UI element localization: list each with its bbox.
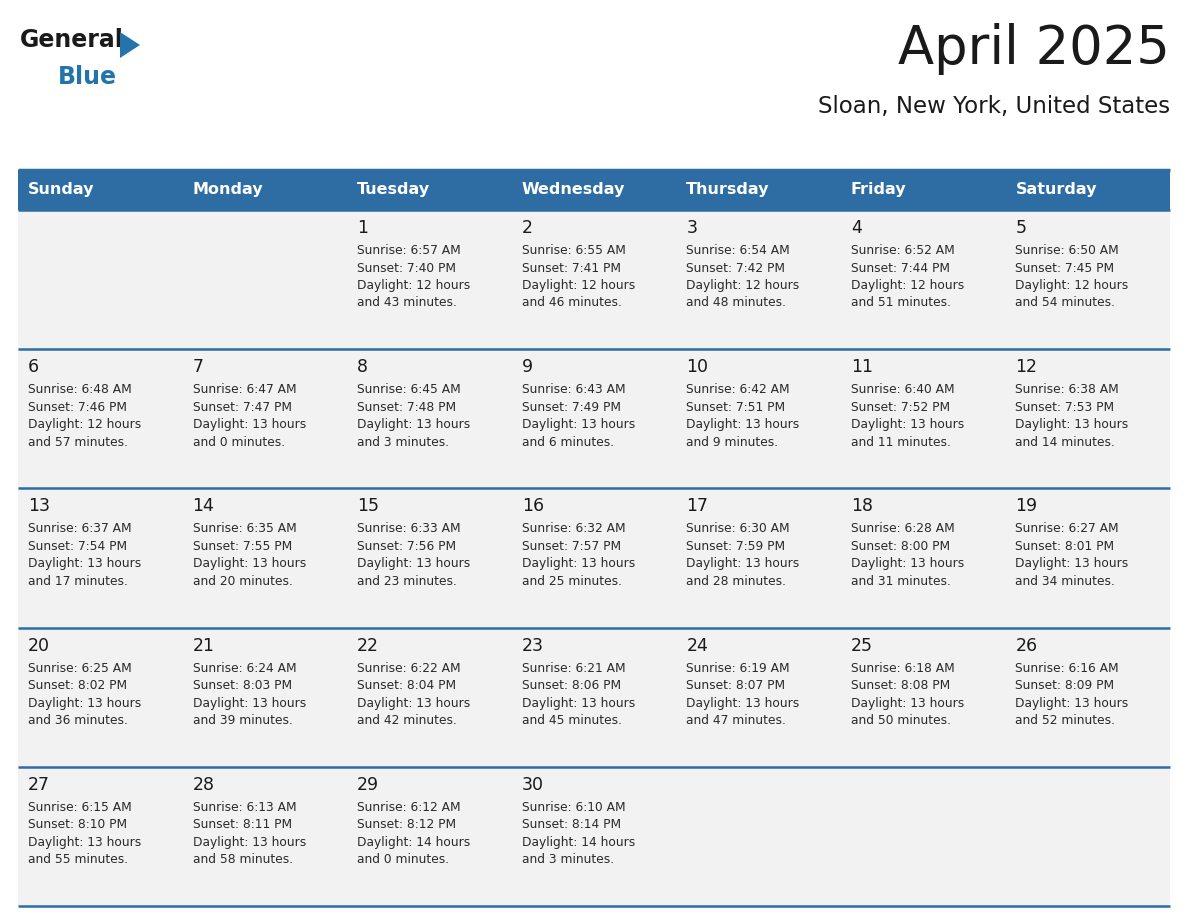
Text: Sunrise: 6:27 AM
Sunset: 8:01 PM
Daylight: 13 hours
and 34 minutes.: Sunrise: 6:27 AM Sunset: 8:01 PM Dayligh… — [1016, 522, 1129, 588]
Text: 20: 20 — [29, 636, 50, 655]
Text: 22: 22 — [358, 636, 379, 655]
Text: 16: 16 — [522, 498, 544, 515]
Text: 10: 10 — [687, 358, 708, 376]
Bar — [18, 628, 1170, 767]
Text: 7: 7 — [192, 358, 203, 376]
Text: 18: 18 — [851, 498, 873, 515]
Text: 27: 27 — [29, 776, 50, 794]
Text: April 2025: April 2025 — [898, 23, 1170, 75]
Text: 3: 3 — [687, 219, 697, 237]
Text: 9: 9 — [522, 358, 533, 376]
Text: 13: 13 — [29, 498, 50, 515]
Text: 28: 28 — [192, 776, 215, 794]
Text: Sunrise: 6:15 AM
Sunset: 8:10 PM
Daylight: 13 hours
and 55 minutes.: Sunrise: 6:15 AM Sunset: 8:10 PM Dayligh… — [29, 800, 141, 867]
Text: Sunrise: 6:57 AM
Sunset: 7:40 PM
Daylight: 12 hours
and 43 minutes.: Sunrise: 6:57 AM Sunset: 7:40 PM Dayligh… — [358, 244, 470, 309]
Text: Sunrise: 6:52 AM
Sunset: 7:44 PM
Daylight: 12 hours
and 51 minutes.: Sunrise: 6:52 AM Sunset: 7:44 PM Dayligh… — [851, 244, 965, 309]
Text: Sunrise: 6:38 AM
Sunset: 7:53 PM
Daylight: 13 hours
and 14 minutes.: Sunrise: 6:38 AM Sunset: 7:53 PM Dayligh… — [1016, 383, 1129, 449]
Bar — [18, 349, 1170, 488]
Text: Sloan, New York, United States: Sloan, New York, United States — [817, 95, 1170, 118]
Text: Thursday: Thursday — [687, 182, 770, 196]
Bar — [18, 488, 1170, 628]
Text: Sunrise: 6:47 AM
Sunset: 7:47 PM
Daylight: 13 hours
and 0 minutes.: Sunrise: 6:47 AM Sunset: 7:47 PM Dayligh… — [192, 383, 305, 449]
Text: 2: 2 — [522, 219, 532, 237]
Text: Sunrise: 6:13 AM
Sunset: 8:11 PM
Daylight: 13 hours
and 58 minutes.: Sunrise: 6:13 AM Sunset: 8:11 PM Dayligh… — [192, 800, 305, 867]
Text: 14: 14 — [192, 498, 215, 515]
Text: Sunrise: 6:50 AM
Sunset: 7:45 PM
Daylight: 12 hours
and 54 minutes.: Sunrise: 6:50 AM Sunset: 7:45 PM Dayligh… — [1016, 244, 1129, 309]
Text: Sunrise: 6:25 AM
Sunset: 8:02 PM
Daylight: 13 hours
and 36 minutes.: Sunrise: 6:25 AM Sunset: 8:02 PM Dayligh… — [29, 662, 141, 727]
Text: Sunrise: 6:43 AM
Sunset: 7:49 PM
Daylight: 13 hours
and 6 minutes.: Sunrise: 6:43 AM Sunset: 7:49 PM Dayligh… — [522, 383, 634, 449]
Text: Sunrise: 6:54 AM
Sunset: 7:42 PM
Daylight: 12 hours
and 48 minutes.: Sunrise: 6:54 AM Sunset: 7:42 PM Dayligh… — [687, 244, 800, 309]
Text: Sunrise: 6:24 AM
Sunset: 8:03 PM
Daylight: 13 hours
and 39 minutes.: Sunrise: 6:24 AM Sunset: 8:03 PM Dayligh… — [192, 662, 305, 727]
Text: Sunrise: 6:30 AM
Sunset: 7:59 PM
Daylight: 13 hours
and 28 minutes.: Sunrise: 6:30 AM Sunset: 7:59 PM Dayligh… — [687, 522, 800, 588]
Text: Friday: Friday — [851, 182, 906, 196]
Text: 6: 6 — [29, 358, 39, 376]
Bar — [18, 170, 1170, 210]
Text: Blue: Blue — [58, 65, 116, 89]
Text: Sunrise: 6:28 AM
Sunset: 8:00 PM
Daylight: 13 hours
and 31 minutes.: Sunrise: 6:28 AM Sunset: 8:00 PM Dayligh… — [851, 522, 965, 588]
Text: 15: 15 — [358, 498, 379, 515]
Text: Sunrise: 6:32 AM
Sunset: 7:57 PM
Daylight: 13 hours
and 25 minutes.: Sunrise: 6:32 AM Sunset: 7:57 PM Dayligh… — [522, 522, 634, 588]
Text: Sunrise: 6:40 AM
Sunset: 7:52 PM
Daylight: 13 hours
and 11 minutes.: Sunrise: 6:40 AM Sunset: 7:52 PM Dayligh… — [851, 383, 965, 449]
Text: Sunrise: 6:37 AM
Sunset: 7:54 PM
Daylight: 13 hours
and 17 minutes.: Sunrise: 6:37 AM Sunset: 7:54 PM Dayligh… — [29, 522, 141, 588]
Polygon shape — [120, 32, 140, 58]
Text: Sunrise: 6:21 AM
Sunset: 8:06 PM
Daylight: 13 hours
and 45 minutes.: Sunrise: 6:21 AM Sunset: 8:06 PM Dayligh… — [522, 662, 634, 727]
Text: Sunrise: 6:55 AM
Sunset: 7:41 PM
Daylight: 12 hours
and 46 minutes.: Sunrise: 6:55 AM Sunset: 7:41 PM Dayligh… — [522, 244, 634, 309]
Text: Sunrise: 6:33 AM
Sunset: 7:56 PM
Daylight: 13 hours
and 23 minutes.: Sunrise: 6:33 AM Sunset: 7:56 PM Dayligh… — [358, 522, 470, 588]
Text: 12: 12 — [1016, 358, 1037, 376]
Text: Sunrise: 6:22 AM
Sunset: 8:04 PM
Daylight: 13 hours
and 42 minutes.: Sunrise: 6:22 AM Sunset: 8:04 PM Dayligh… — [358, 662, 470, 727]
Text: Sunrise: 6:18 AM
Sunset: 8:08 PM
Daylight: 13 hours
and 50 minutes.: Sunrise: 6:18 AM Sunset: 8:08 PM Dayligh… — [851, 662, 965, 727]
Text: General: General — [20, 28, 124, 52]
Text: Wednesday: Wednesday — [522, 182, 625, 196]
Text: 25: 25 — [851, 636, 873, 655]
Text: 11: 11 — [851, 358, 873, 376]
Bar — [18, 210, 1170, 349]
Text: Sunrise: 6:10 AM
Sunset: 8:14 PM
Daylight: 14 hours
and 3 minutes.: Sunrise: 6:10 AM Sunset: 8:14 PM Dayligh… — [522, 800, 634, 867]
Text: Sunrise: 6:19 AM
Sunset: 8:07 PM
Daylight: 13 hours
and 47 minutes.: Sunrise: 6:19 AM Sunset: 8:07 PM Dayligh… — [687, 662, 800, 727]
Text: Sunrise: 6:48 AM
Sunset: 7:46 PM
Daylight: 12 hours
and 57 minutes.: Sunrise: 6:48 AM Sunset: 7:46 PM Dayligh… — [29, 383, 141, 449]
Text: Sunrise: 6:12 AM
Sunset: 8:12 PM
Daylight: 14 hours
and 0 minutes.: Sunrise: 6:12 AM Sunset: 8:12 PM Dayligh… — [358, 800, 470, 867]
Text: Tuesday: Tuesday — [358, 182, 430, 196]
Text: 17: 17 — [687, 498, 708, 515]
Text: 21: 21 — [192, 636, 215, 655]
Text: Sunrise: 6:42 AM
Sunset: 7:51 PM
Daylight: 13 hours
and 9 minutes.: Sunrise: 6:42 AM Sunset: 7:51 PM Dayligh… — [687, 383, 800, 449]
Text: 24: 24 — [687, 636, 708, 655]
Text: 8: 8 — [358, 358, 368, 376]
Text: Sunrise: 6:45 AM
Sunset: 7:48 PM
Daylight: 13 hours
and 3 minutes.: Sunrise: 6:45 AM Sunset: 7:48 PM Dayligh… — [358, 383, 470, 449]
Bar — [18, 767, 1170, 906]
Text: Monday: Monday — [192, 182, 264, 196]
Text: 30: 30 — [522, 776, 544, 794]
Text: 1: 1 — [358, 219, 368, 237]
Text: 26: 26 — [1016, 636, 1037, 655]
Text: 19: 19 — [1016, 498, 1037, 515]
Text: Sunrise: 6:16 AM
Sunset: 8:09 PM
Daylight: 13 hours
and 52 minutes.: Sunrise: 6:16 AM Sunset: 8:09 PM Dayligh… — [1016, 662, 1129, 727]
Text: 23: 23 — [522, 636, 544, 655]
Text: 5: 5 — [1016, 219, 1026, 237]
Text: Saturday: Saturday — [1016, 182, 1097, 196]
Text: 29: 29 — [358, 776, 379, 794]
Text: 4: 4 — [851, 219, 861, 237]
Text: Sunday: Sunday — [29, 182, 95, 196]
Text: Sunrise: 6:35 AM
Sunset: 7:55 PM
Daylight: 13 hours
and 20 minutes.: Sunrise: 6:35 AM Sunset: 7:55 PM Dayligh… — [192, 522, 305, 588]
